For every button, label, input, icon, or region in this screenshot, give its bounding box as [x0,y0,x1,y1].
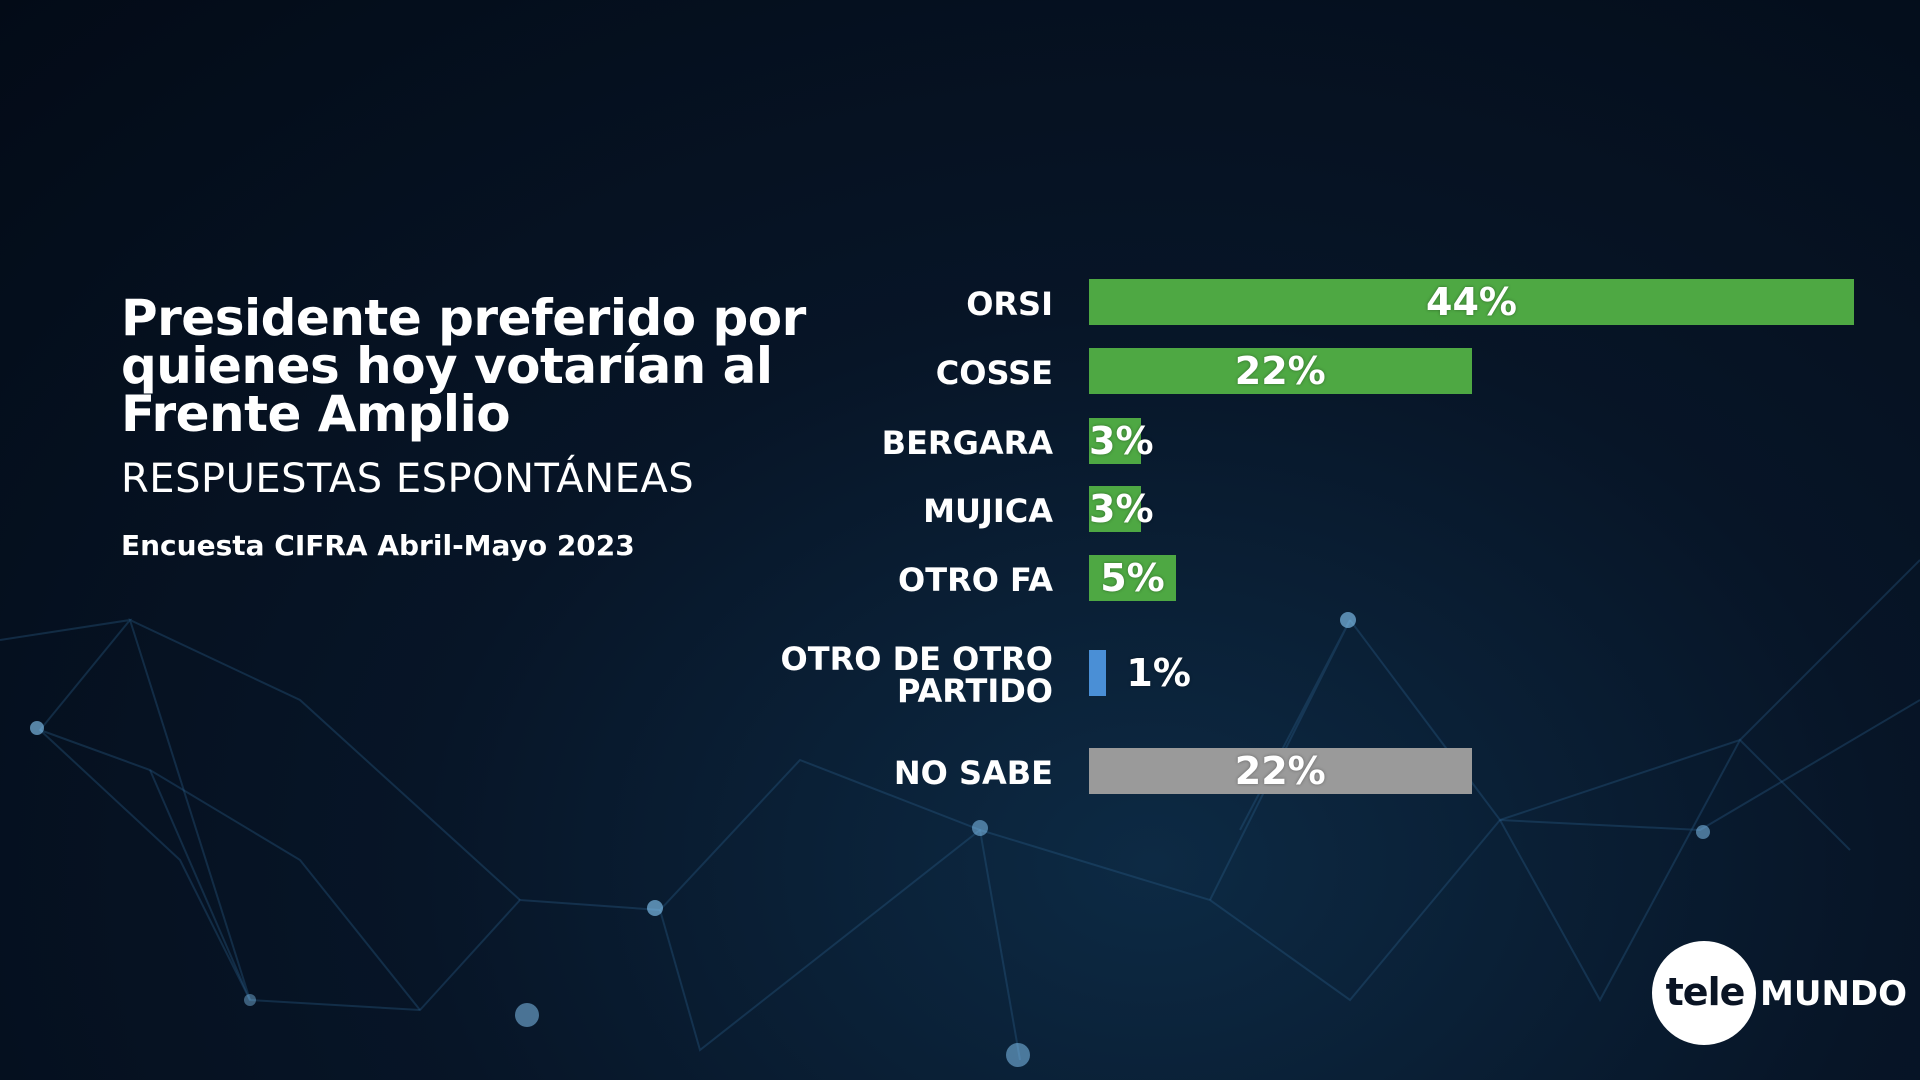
bar [1089,348,1472,394]
logo-text-tele: tele [1665,970,1746,1014]
value-label: 22% [1234,349,1326,393]
bar [1089,650,1107,696]
category-label: ORSI [966,285,1053,323]
value-label: 3% [1089,419,1154,463]
value-label: 22% [1234,749,1326,793]
value-label: 1% [1126,651,1191,695]
bar [1089,748,1472,794]
value-label: 3% [1089,487,1154,531]
chart-source: Encuesta CIFRA Abril-Mayo 2023 [121,529,635,562]
value-label: 5% [1100,556,1165,600]
chart-subtitle: RESPUESTAS ESPONTÁNEAS [121,456,695,502]
category-label: OTRO DE OTRO PARTIDO [780,640,1053,710]
category-label: BERGARA [881,424,1053,462]
logo-circle [1652,941,1756,1045]
chart-title: Presidente preferido por quienes hoy vot… [121,289,806,443]
category-label: NO SABE [893,754,1053,792]
bar [1089,418,1142,464]
category-label: OTRO FA [898,561,1053,599]
bar [1089,486,1142,532]
category-label: COSSE [935,354,1053,392]
bar [1089,555,1176,601]
category-label: MUJICA [923,492,1053,530]
bar [1089,279,1854,325]
value-label: 44% [1426,280,1517,324]
logo-text-mundo: MUNDO [1760,974,1908,1014]
